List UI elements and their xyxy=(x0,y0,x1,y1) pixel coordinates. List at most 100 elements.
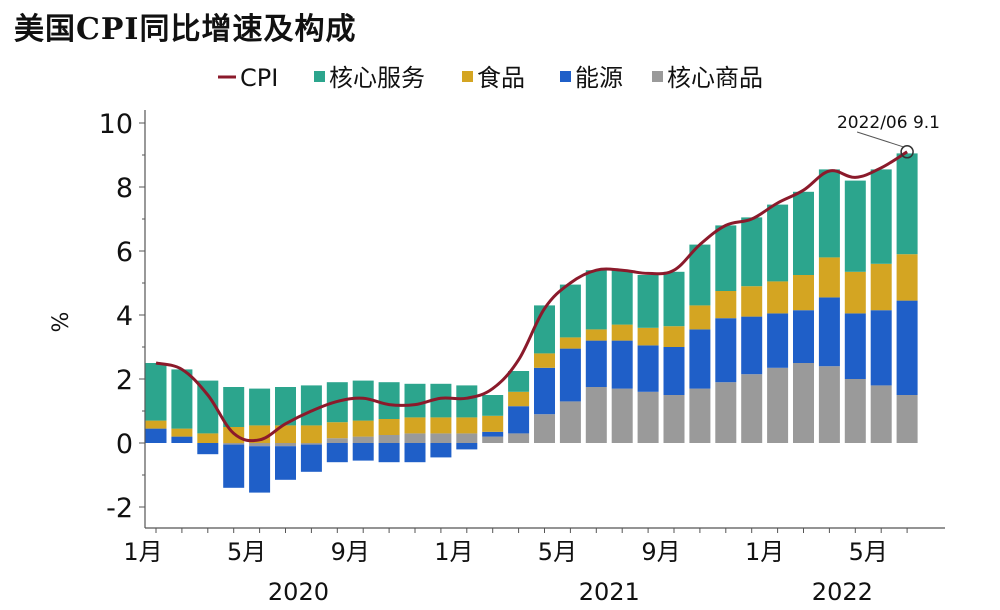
x-tick-label: 1月 xyxy=(745,538,784,566)
bar-segment xyxy=(404,433,426,443)
bar-segment xyxy=(482,415,504,432)
bar-segment xyxy=(741,316,763,375)
bar-segment xyxy=(870,385,892,443)
bar-segment xyxy=(741,286,763,317)
bar-segment xyxy=(171,369,193,429)
bar-segment xyxy=(171,436,193,443)
bar-segment xyxy=(197,380,219,434)
bar-segment xyxy=(715,382,737,443)
y-tick-label: 4 xyxy=(116,301,133,332)
bar-segment xyxy=(818,257,840,298)
bar-segment xyxy=(249,388,271,426)
y-tick-label: -2 xyxy=(106,493,133,524)
bar-segment xyxy=(715,318,737,383)
legend: CPI 核心服务 食品 能源 核心商品 xyxy=(218,64,763,92)
bar-segment xyxy=(585,340,607,387)
bar-segment xyxy=(611,324,633,341)
legend-label: 能源 xyxy=(575,64,623,92)
bar-segment xyxy=(430,433,452,443)
bar-segment xyxy=(249,443,271,447)
bar-segment xyxy=(896,153,918,255)
bar-segment xyxy=(275,443,296,447)
bar-segment xyxy=(197,443,219,455)
bar-segment xyxy=(818,297,840,367)
bar-segment xyxy=(300,425,322,443)
bar-segment xyxy=(844,379,866,443)
bar-segment xyxy=(611,388,633,443)
bar-segment xyxy=(378,443,400,463)
bar-segment xyxy=(689,388,711,443)
legend-label: 食品 xyxy=(477,64,525,92)
annotation-layer: 2022/06 9.1 xyxy=(837,113,940,159)
legend-label: 核心商品 xyxy=(667,64,763,92)
bar-segment xyxy=(456,417,478,434)
bar-segment xyxy=(326,438,348,443)
bar-segment xyxy=(818,169,840,258)
bar-segment xyxy=(663,347,685,395)
bar-segment xyxy=(404,383,426,418)
annotation-leader xyxy=(856,131,904,148)
bar-segment xyxy=(275,425,296,443)
bar-segment xyxy=(559,284,581,338)
bar-segment xyxy=(793,310,814,363)
bar-segment xyxy=(741,374,763,443)
bar-segment xyxy=(767,313,789,368)
bar-segment xyxy=(378,435,400,443)
bar-segment xyxy=(508,406,530,434)
bar-segment xyxy=(300,444,322,472)
bar-segment xyxy=(767,367,789,443)
y-tick-label: 8 xyxy=(116,173,133,204)
bar-segment xyxy=(300,443,322,445)
bar-segment xyxy=(611,270,633,325)
bar-segment xyxy=(430,443,452,458)
bar-segment xyxy=(767,281,789,314)
bar-segment xyxy=(352,380,374,421)
bar-segment xyxy=(456,385,478,418)
annotation-circle xyxy=(900,145,914,159)
bar-segment xyxy=(534,367,555,415)
x-tick-label: 5月 xyxy=(538,538,577,566)
bar-segment xyxy=(870,310,892,386)
bar-segment xyxy=(223,387,245,427)
bar-segment xyxy=(430,383,452,418)
bar-segment xyxy=(896,300,918,395)
y-tick-label: 6 xyxy=(116,237,133,268)
bar-segment xyxy=(352,420,374,437)
year-label: 2020 xyxy=(268,578,329,606)
bar-segment xyxy=(793,275,814,311)
cpi-line xyxy=(155,150,908,443)
legend-label: 核心服务 xyxy=(329,64,425,92)
bar-segment xyxy=(715,225,737,291)
legend-swatch xyxy=(314,71,325,82)
bar-segment xyxy=(197,433,219,443)
bar-segment xyxy=(275,387,296,426)
x-tick-label: 5月 xyxy=(227,538,266,566)
bar-segment xyxy=(689,329,711,389)
bar-segment xyxy=(585,387,607,443)
bar-segment xyxy=(534,353,555,368)
bar-segment xyxy=(793,191,814,275)
bar-segment xyxy=(818,366,840,443)
bar-segment xyxy=(378,419,400,435)
x-tick-label: 1月 xyxy=(123,538,162,566)
bar-segment xyxy=(534,414,555,443)
bar-segment xyxy=(145,363,167,421)
x-tick-label: 5月 xyxy=(849,538,888,566)
year-label: 2021 xyxy=(579,578,640,606)
y-tick-label: 0 xyxy=(116,429,133,460)
bar-segment xyxy=(326,443,348,463)
bar-segment xyxy=(637,345,659,392)
bar-segment xyxy=(559,348,581,402)
bar-segment xyxy=(663,271,685,327)
x-tick-label: 9月 xyxy=(331,538,370,566)
bar-segment xyxy=(896,395,918,443)
bar-segment xyxy=(223,443,245,445)
bar-segment xyxy=(689,305,711,330)
bars-layer xyxy=(145,153,918,493)
bar-segment xyxy=(663,326,685,347)
bar-segment xyxy=(145,428,167,443)
bar-segment xyxy=(715,291,737,319)
bar-segment xyxy=(767,204,789,282)
bar-segment xyxy=(404,443,426,463)
